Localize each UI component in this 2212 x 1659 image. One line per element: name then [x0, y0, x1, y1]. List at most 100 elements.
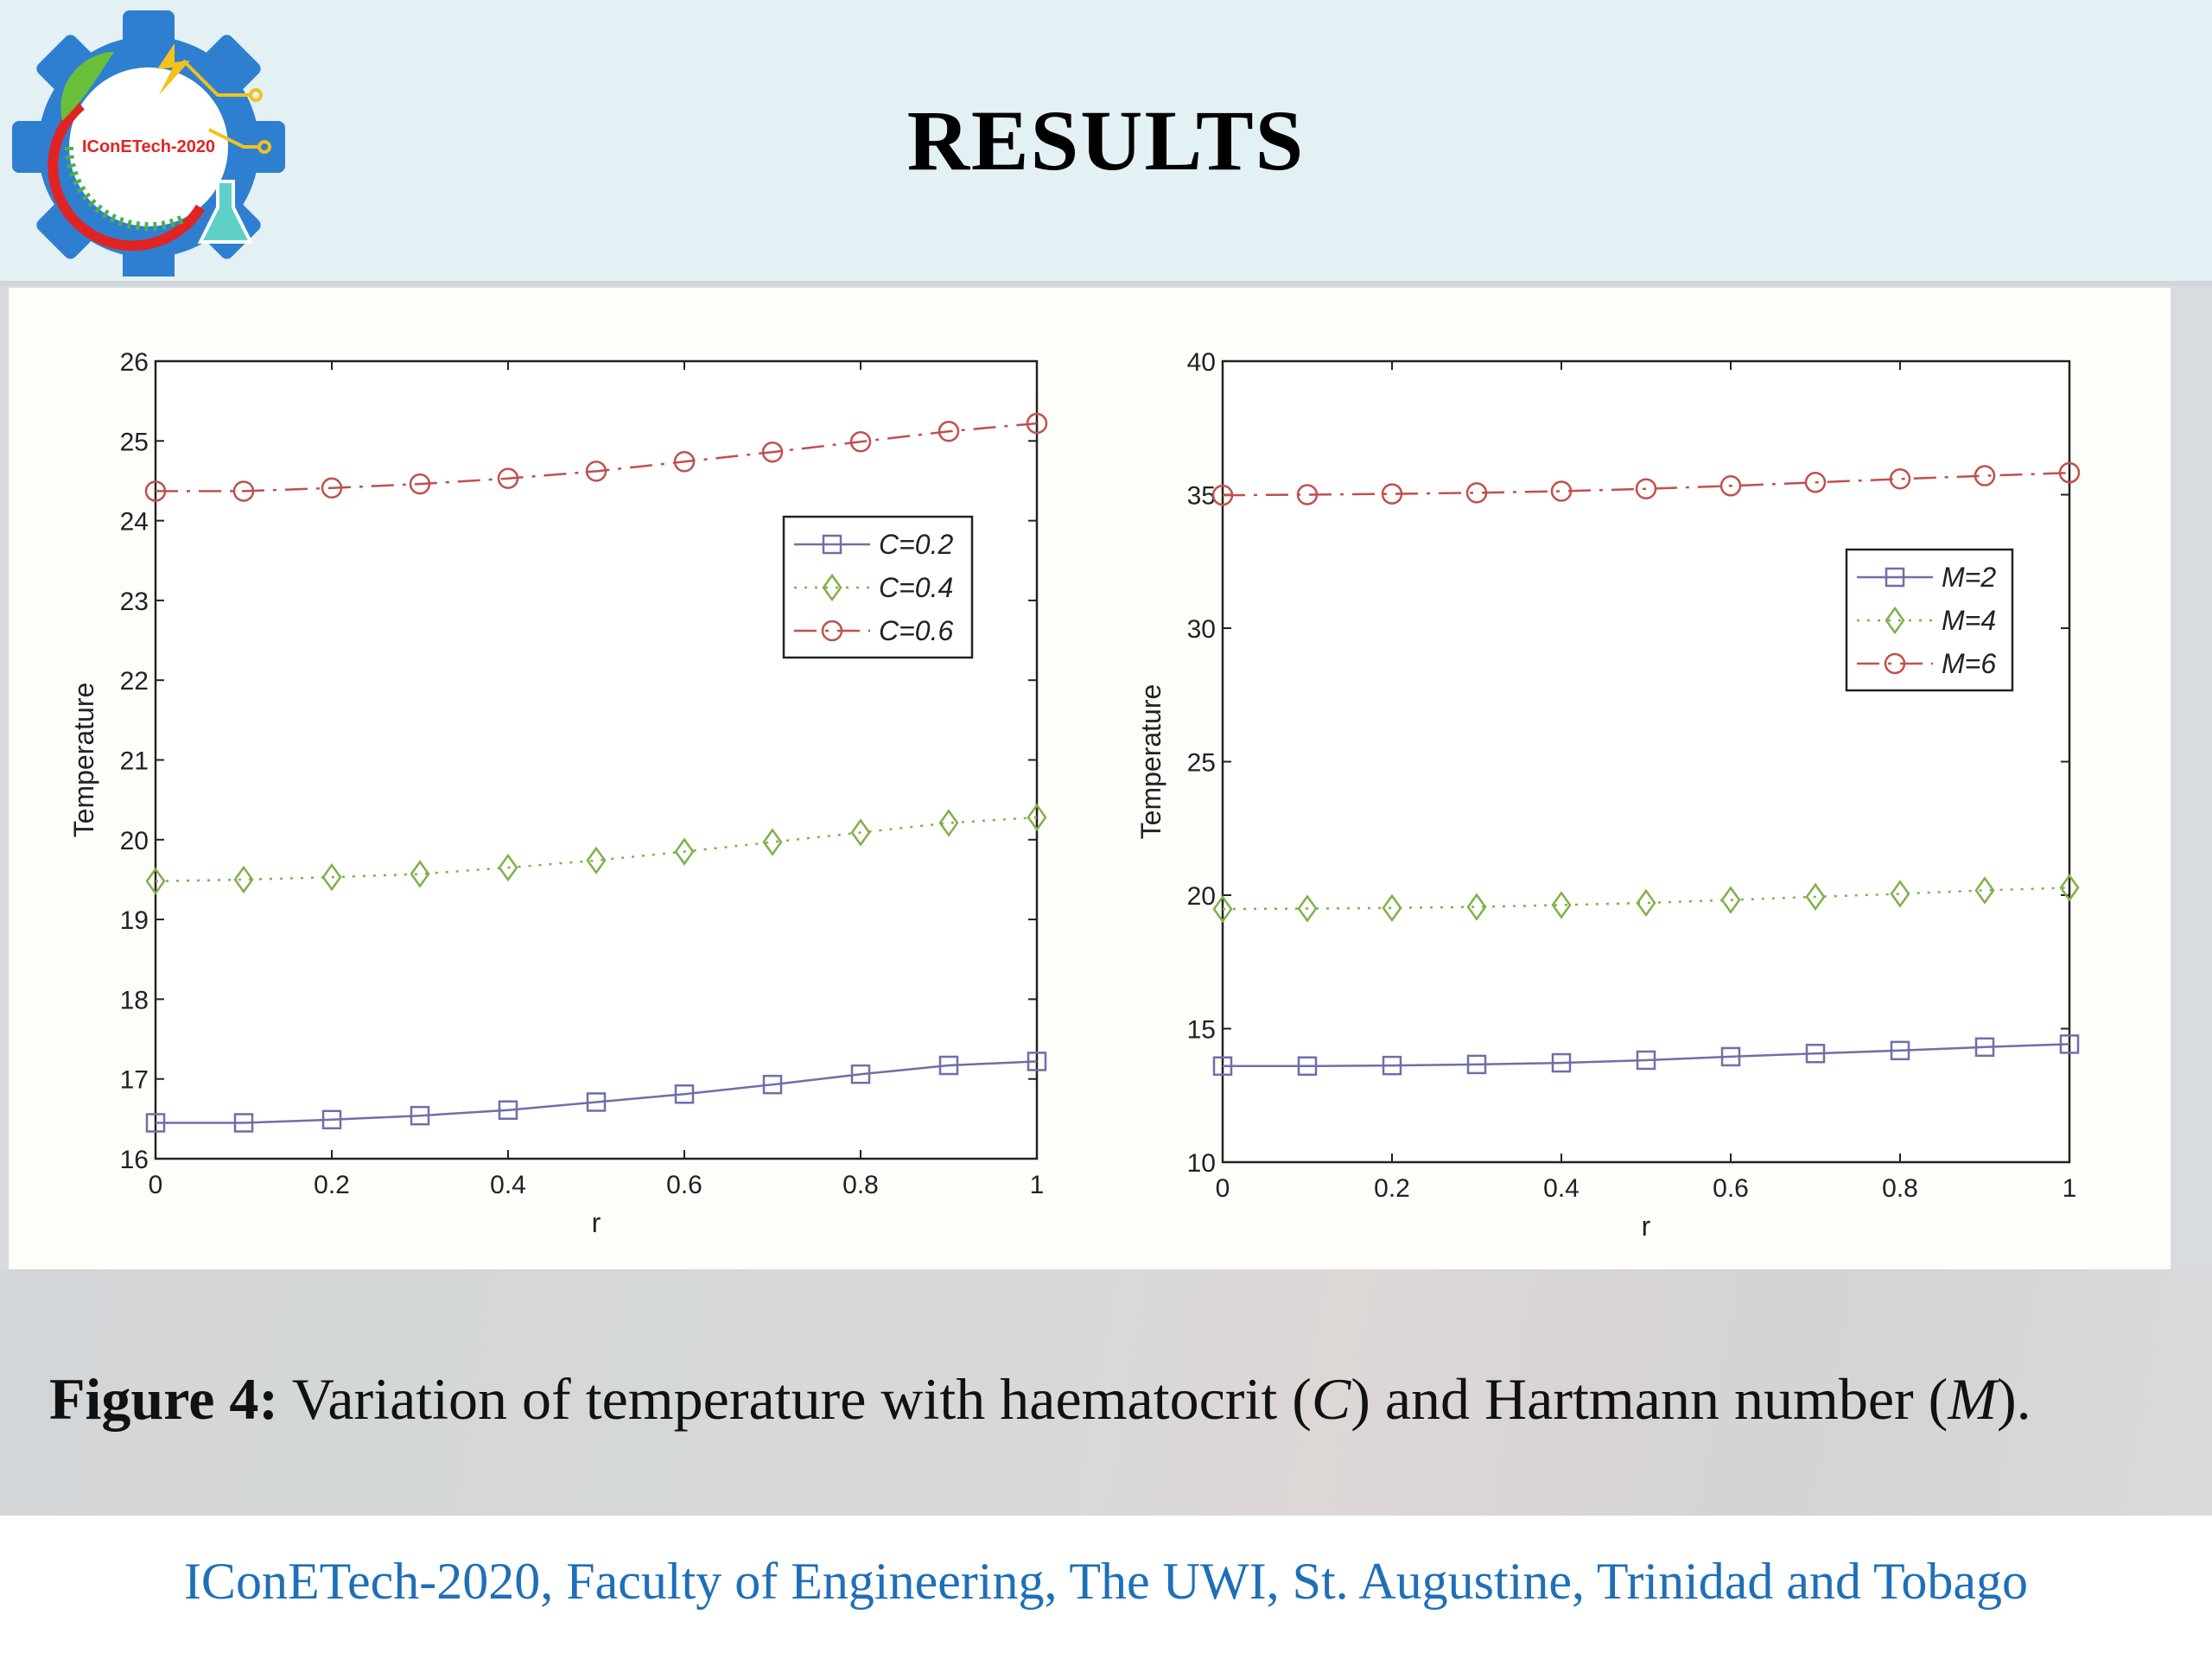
- x-tick-label: 0: [149, 1171, 163, 1199]
- data-point: [850, 1064, 871, 1084]
- data-point: [1212, 1056, 1233, 1077]
- y-tick-label: 20: [120, 827, 149, 855]
- legend-label: C=0.4: [879, 572, 953, 603]
- legend-marker: [1885, 567, 1905, 588]
- data-point: [232, 480, 255, 502]
- data-point: [145, 1113, 166, 1133]
- legend-marker: [1885, 606, 1905, 635]
- data-point: [674, 1084, 695, 1104]
- x-tick-label: 1: [1030, 1171, 1045, 1199]
- series-line: [1222, 887, 2070, 911]
- data-point: [1382, 893, 1402, 922]
- data-point: [1890, 1040, 1910, 1061]
- x-tick-label: 0.2: [1374, 1174, 1410, 1203]
- data-point: [1381, 483, 1403, 505]
- data-point: [1720, 1046, 1741, 1067]
- legend-label: C=0.2: [879, 529, 953, 560]
- figure-charts: 0 0.2 0.4 0.6 0.8 1 16 17 18 19 20 21 22 23 24 25 26 r Tem…: [68, 348, 2081, 1242]
- y-tick-label: 16: [120, 1146, 149, 1174]
- y-tick-label: 18: [120, 986, 149, 1014]
- series-line: [1223, 1043, 2070, 1068]
- data-point: [1465, 482, 1488, 504]
- figure-caption: Figure 4: Variation of temperature with …: [49, 1365, 2031, 1433]
- data-point: [1027, 1052, 1047, 1071]
- x-tick-label: 0.4: [490, 1171, 526, 1199]
- data-point: [1889, 468, 1911, 490]
- data-point: [1974, 465, 1996, 486]
- data-point: [673, 451, 696, 473]
- data-point: [498, 853, 518, 882]
- iconetech-logo: IConETech-2020: [12, 10, 285, 276]
- data-point: [1974, 876, 1995, 905]
- data-point: [410, 860, 430, 888]
- data-point: [410, 1105, 430, 1126]
- x-tick-label: 0.8: [1882, 1174, 1918, 1203]
- data-point: [1635, 478, 1657, 499]
- y-tick-label: 20: [1187, 882, 1216, 911]
- data-point: [1720, 886, 1741, 914]
- series-C=0.6: [144, 412, 1048, 502]
- data-point: [1805, 882, 1826, 912]
- series-M=6: [1211, 461, 2081, 506]
- y-tick-label: 10: [1187, 1149, 1216, 1178]
- data-point: [586, 846, 607, 874]
- x-tick-label: 0: [1216, 1174, 1230, 1203]
- data-point: [1974, 1037, 1995, 1058]
- data-point: [497, 467, 519, 489]
- y-tick-label: 25: [1187, 749, 1216, 778]
- legend-marker: [822, 573, 842, 602]
- caption-var-m: M: [1948, 1366, 1997, 1432]
- data-point: [849, 430, 872, 453]
- data-point: [1550, 480, 1573, 502]
- data-point: [1026, 412, 1048, 435]
- data-point: [1296, 484, 1319, 505]
- series-line: [155, 816, 1038, 883]
- data-point: [498, 1100, 518, 1120]
- data-point: [409, 473, 431, 495]
- data-point: [1551, 891, 1572, 919]
- data-point: [938, 809, 959, 837]
- x-tick-label: 1: [2063, 1174, 2077, 1203]
- slide-title: RESULTS: [906, 92, 1306, 188]
- data-point: [1551, 1052, 1572, 1073]
- data-point: [1466, 1054, 1487, 1075]
- legend: C=0.2 C=0.4 C=0.6: [782, 515, 974, 659]
- x-tick-label: 0.8: [842, 1171, 879, 1199]
- caption-label: Figure 4:: [49, 1366, 279, 1432]
- data-point: [321, 477, 343, 499]
- series-C=0.4: [145, 803, 1047, 895]
- y-tick-label: 40: [1187, 348, 1216, 377]
- series-line: [156, 422, 1038, 493]
- data-point: [1211, 484, 1234, 506]
- data-point: [1212, 894, 1233, 924]
- footer-text: IConETech-2020, Faculty of Engineering, …: [183, 1553, 2029, 1610]
- caption-text-2: ) and Hartmann number (: [1351, 1366, 1948, 1432]
- data-point: [1719, 475, 1742, 497]
- series-C=0.2: [145, 1052, 1047, 1133]
- plot-area: [1221, 359, 2071, 1164]
- chart-2: 0 0.2 0.4 0.6 0.8 1 10 15 20 25 30 35 40 r Temperature…: [1135, 348, 2081, 1242]
- data-point: [1027, 803, 1047, 832]
- y-tick-label: 23: [120, 588, 149, 616]
- legend-marker: [822, 534, 842, 555]
- y-tick-label: 25: [120, 428, 149, 456]
- data-point: [1466, 893, 1487, 921]
- series-M=2: [1212, 1034, 2080, 1077]
- y-tick-label: 15: [1187, 1016, 1216, 1045]
- x-axis-label: r: [592, 1207, 601, 1238]
- logo-text: IConETech-2020: [82, 137, 215, 156]
- data-point: [1890, 880, 1910, 908]
- x-tick-label: 0.4: [1543, 1174, 1580, 1203]
- data-point: [1297, 894, 1318, 923]
- y-tick-label: 17: [120, 1066, 149, 1095]
- data-point: [1805, 1043, 1826, 1064]
- plot-area: [154, 359, 1039, 1160]
- x-tick-label: 0.2: [314, 1171, 350, 1199]
- data-point: [674, 837, 695, 866]
- data-point: [233, 1113, 254, 1133]
- legend-label: M=2: [1942, 562, 1996, 593]
- legend-label: M=4: [1942, 605, 1996, 636]
- data-point: [2059, 1034, 2080, 1054]
- legend-label: C=0.6: [879, 615, 953, 646]
- y-tick-label: 21: [120, 747, 149, 776]
